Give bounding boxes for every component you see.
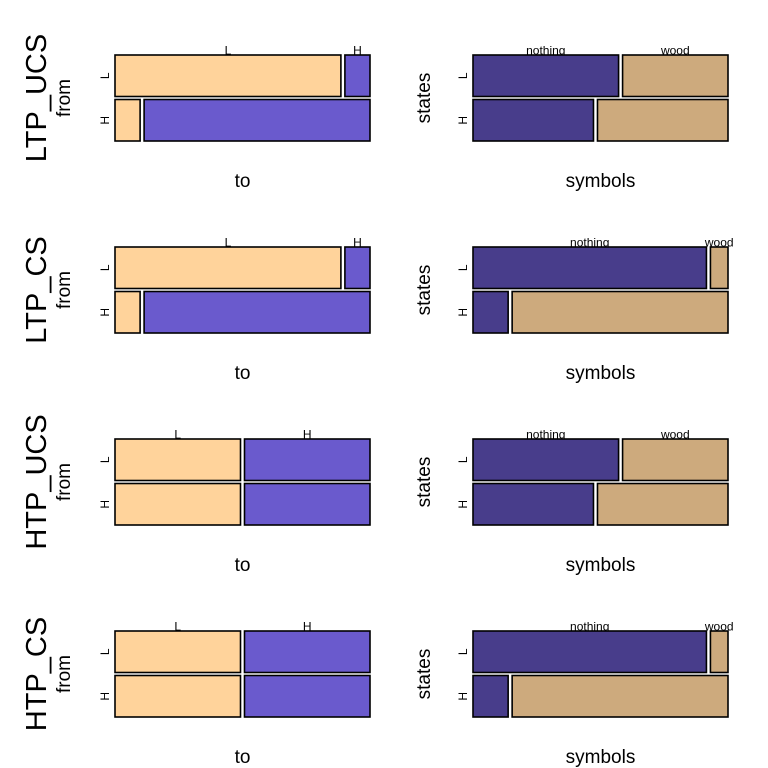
row-category-label: H [456, 116, 470, 125]
x-axis-title: to [235, 747, 251, 768]
mosaic-cell-H-wood [596, 482, 729, 526]
row-title: LTP_CS [21, 236, 53, 343]
x-axis-title: to [235, 171, 251, 192]
column-category-label: wood [660, 44, 690, 58]
mosaic-cell-H-L [114, 482, 242, 526]
mosaic-cell-L-H [243, 438, 371, 482]
column-category-label: wood [704, 620, 734, 634]
column-category-label: L [225, 236, 232, 250]
row-title: HTP_CS [21, 617, 53, 731]
column-category-label: nothing [570, 236, 609, 250]
mosaic-cell-L-wood [621, 438, 729, 482]
mosaic-cell-L-wood [621, 54, 729, 98]
row-category-label: L [456, 648, 470, 655]
mosaic-cell-L-nothing [472, 54, 620, 98]
row-category-label: L [456, 72, 470, 79]
row-category-label: H [98, 500, 112, 509]
y-axis-title: from [54, 463, 75, 501]
row-title: LTP_UCS [21, 34, 53, 162]
row-category-label: L [98, 72, 112, 79]
column-category-label: H [303, 620, 312, 634]
column-category-label: H [353, 44, 362, 58]
column-category-label: H [353, 236, 362, 250]
y-axis-title: from [54, 655, 75, 693]
mosaic-cell-H-nothing [472, 98, 595, 142]
row-category-label: L [456, 264, 470, 271]
mosaic-cell-L-L [114, 438, 242, 482]
row-category-label: H [456, 500, 470, 509]
row-category-label: H [456, 308, 470, 317]
mosaic-cell-L-L [114, 630, 242, 674]
mosaic-cell-H-H [143, 98, 371, 142]
column-category-label: wood [660, 428, 690, 442]
mosaic-cell-H-nothing [472, 290, 509, 334]
mosaic-cell-H-H [243, 482, 371, 526]
row-category-label: L [98, 456, 112, 463]
mosaic-cell-H-wood [511, 674, 729, 718]
row-category-label: H [456, 692, 470, 701]
y-axis-title: from [54, 271, 75, 309]
row-category-label: H [98, 116, 112, 125]
x-axis-title: symbols [566, 171, 636, 192]
mosaic-cell-H-H [143, 290, 371, 334]
y-axis-title: states [414, 649, 435, 700]
column-category-label: nothing [526, 428, 565, 442]
mosaic-cell-H-H [243, 674, 371, 718]
column-category-label: wood [704, 236, 734, 250]
mosaic-cell-L-L [114, 54, 342, 98]
y-axis-title: states [414, 265, 435, 316]
column-category-label: nothing [570, 620, 609, 634]
column-category-label: L [225, 44, 232, 58]
column-category-label: nothing [526, 44, 565, 58]
mosaic-cell-H-wood [511, 290, 729, 334]
mosaic-cell-L-wood [709, 630, 729, 674]
mosaic-cell-L-wood [709, 246, 729, 290]
column-category-label: L [174, 428, 181, 442]
mosaic-cell-H-L [114, 674, 242, 718]
mosaic-cell-L-H [344, 54, 371, 98]
mosaic-cell-L-nothing [472, 246, 708, 290]
mosaic-cell-H-L [114, 98, 141, 142]
mosaic-cell-L-H [344, 246, 371, 290]
row-category-label: L [98, 648, 112, 655]
mosaic-cell-H-nothing [472, 674, 509, 718]
mosaic-cell-H-nothing [472, 482, 595, 526]
x-axis-title: symbols [566, 363, 636, 384]
mosaic-cell-H-wood [596, 98, 729, 142]
mosaic-cell-H-L [114, 290, 141, 334]
column-category-label: L [174, 620, 181, 634]
mosaic-cell-L-nothing [472, 438, 620, 482]
mosaic-cell-L-H [243, 630, 371, 674]
mosaic-cell-L-nothing [472, 630, 708, 674]
row-category-label: L [98, 264, 112, 271]
x-axis-title: symbols [566, 747, 636, 768]
mosaic-cell-L-L [114, 246, 342, 290]
row-category-label: H [98, 308, 112, 317]
column-category-label: H [303, 428, 312, 442]
row-category-label: H [98, 692, 112, 701]
row-title: HTP_UCS [21, 414, 53, 549]
x-axis-title: symbols [566, 555, 636, 576]
x-axis-title: to [235, 363, 251, 384]
x-axis-title: to [235, 555, 251, 576]
y-axis-title: states [414, 73, 435, 124]
row-category-label: L [456, 456, 470, 463]
y-axis-title: from [54, 79, 75, 117]
y-axis-title: states [414, 457, 435, 508]
